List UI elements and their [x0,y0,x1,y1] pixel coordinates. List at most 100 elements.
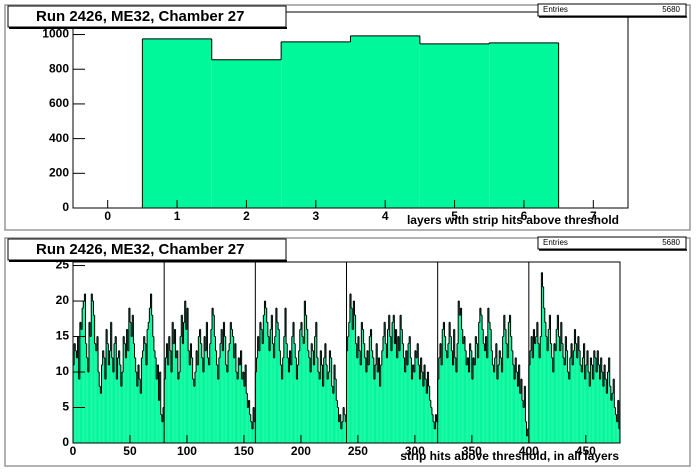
bar [218,357,221,443]
bar [200,343,202,443]
bar [615,414,617,443]
bar [585,364,587,443]
bar [425,379,427,443]
bar [153,350,156,443]
bar [150,293,152,443]
bar [352,329,354,443]
bar [466,364,468,443]
bar [351,308,353,443]
bar [254,421,256,443]
bar [527,428,529,443]
bar [556,329,558,443]
bar [224,336,226,443]
bar [103,357,105,443]
bar [521,400,524,443]
bar [196,350,198,443]
bar [565,336,567,443]
bar [428,386,430,443]
bar [598,364,600,443]
bar [220,343,222,443]
x-tick-label: 200 [291,444,311,458]
bar [276,322,279,443]
bar [76,357,78,443]
bar [84,293,86,443]
bar [151,315,153,443]
bar [165,357,167,443]
bar [419,43,490,209]
bar [246,393,248,443]
bar [378,357,380,443]
bar [73,364,75,443]
bar [526,435,528,443]
x-axis-label: strip hits above threshold, in all layer… [400,449,619,463]
bar [346,350,348,443]
bar [408,343,410,443]
bar [199,329,201,443]
bar [597,350,599,443]
bar [330,357,332,443]
bar [241,379,243,443]
bar [593,350,595,443]
bar [302,336,304,443]
bar [343,407,345,443]
bar [297,364,299,443]
bar [106,329,108,443]
bar [192,379,194,443]
bar [266,322,268,443]
bar [226,372,228,443]
bar [251,428,254,443]
bar [171,372,173,443]
bar [453,329,455,443]
bar [80,329,83,443]
bar [469,343,471,443]
bar [550,343,552,443]
bar [112,372,115,443]
bar [450,336,452,443]
bar [389,336,391,443]
bar [470,350,472,443]
bar [75,350,77,443]
bar [396,357,398,443]
bar [613,379,615,443]
bar [371,350,373,443]
bar [566,350,568,443]
x-tick-label: 0 [70,444,77,458]
bar [202,372,205,443]
bar [240,350,242,443]
bar [102,350,104,443]
bar [436,421,438,443]
bar [345,421,347,443]
bar [117,357,119,443]
bar [365,372,368,443]
bar [515,357,517,443]
bar [263,315,265,443]
bar [496,379,499,443]
bar [340,428,342,443]
bar [173,343,175,443]
bar [404,372,406,443]
stats-value: 5680 [662,238,680,247]
bar [529,350,532,443]
bar [271,315,273,443]
bar [570,343,573,443]
bar [523,407,525,443]
bar [307,350,309,443]
bar [337,407,339,443]
bar [350,35,420,209]
bar [303,343,305,443]
bar [325,364,328,443]
stats-label: Entries [543,5,568,14]
bar [320,350,322,443]
bar [313,364,315,443]
bar [144,343,146,443]
bar [412,364,414,443]
x-axis-label: layers with strip hits above threshold [407,213,619,227]
bar [88,322,91,443]
bar [230,322,232,443]
bar [87,372,89,443]
bar [258,350,260,443]
bar [275,308,277,443]
bar [308,357,311,443]
bar [94,343,96,443]
bar [380,364,382,443]
